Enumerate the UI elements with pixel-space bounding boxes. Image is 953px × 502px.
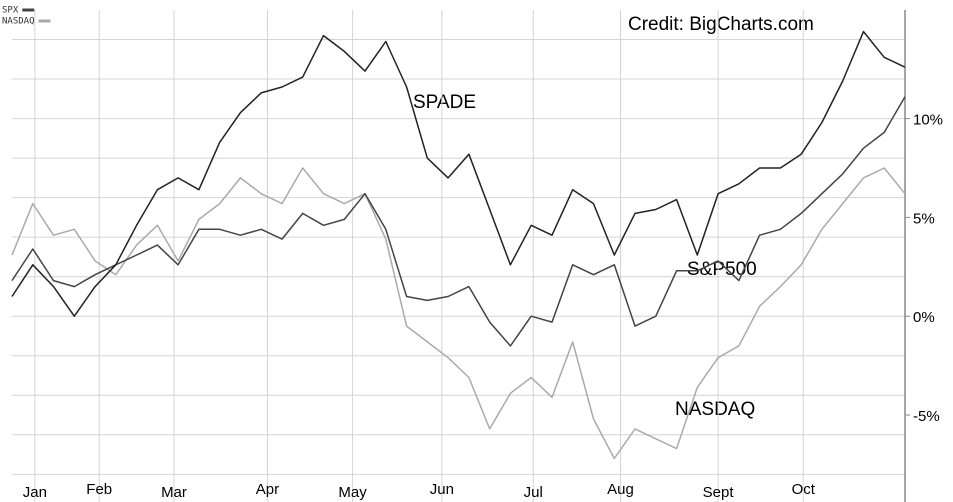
x-tick-label: Jan bbox=[23, 484, 47, 501]
legend-label: NASDAQ bbox=[2, 17, 35, 27]
line bbox=[11, 30, 906, 317]
y-tick-label: 5% bbox=[913, 210, 935, 227]
series-label: NASDAQ bbox=[675, 399, 755, 420]
y-tick-label: 0% bbox=[913, 309, 935, 326]
x-tick-label: Feb bbox=[86, 481, 112, 498]
line bbox=[11, 96, 906, 347]
x-tick-label: Aug bbox=[607, 481, 634, 498]
legend-label: SPX bbox=[2, 6, 19, 16]
y-tick-label: -5% bbox=[913, 408, 940, 425]
x-tick-label: Jun bbox=[430, 481, 454, 498]
series-label: S&P500 bbox=[687, 259, 757, 280]
series-label: SPADE bbox=[413, 92, 476, 113]
y-tick-label: 10% bbox=[913, 112, 943, 129]
x-tick-label: May bbox=[338, 484, 367, 501]
x-tick-label: Apr bbox=[256, 481, 279, 498]
line bbox=[11, 167, 906, 460]
x-tick-label: Oct bbox=[792, 481, 816, 498]
x-tick-label: Mar bbox=[161, 484, 187, 501]
x-tick-label: Jul bbox=[524, 484, 543, 501]
x-tick-label: Sept bbox=[703, 484, 735, 501]
credit: Credit: BigCharts.com bbox=[628, 14, 814, 35]
